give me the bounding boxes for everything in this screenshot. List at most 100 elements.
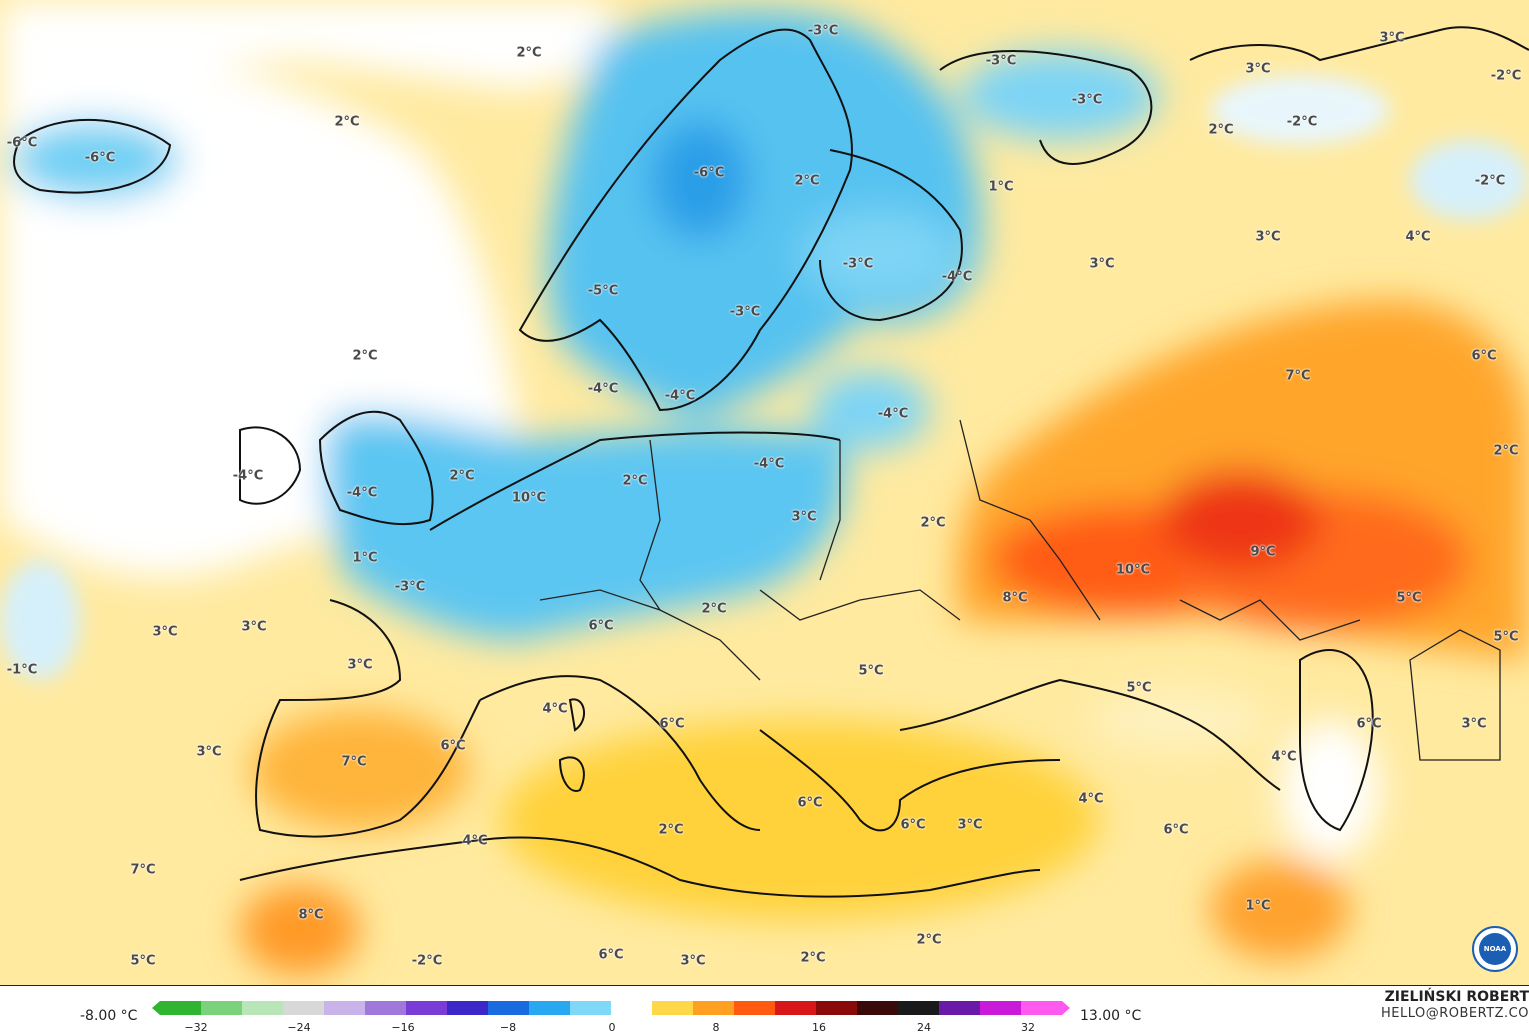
scale-segment bbox=[365, 1001, 407, 1015]
temperature-label: 3°C bbox=[196, 744, 222, 760]
temperature-label: 3°C bbox=[791, 509, 817, 525]
temperature-label: 6°C bbox=[1471, 348, 1497, 364]
temperature-label: -6°C bbox=[693, 165, 725, 181]
legend-min-label: -8.00 °C bbox=[80, 1008, 138, 1024]
scale-tick-label: −32 bbox=[184, 1021, 208, 1034]
temperature-label: 3°C bbox=[1379, 30, 1405, 46]
temperature-label: 5°C bbox=[1493, 629, 1519, 645]
temperature-label: 5°C bbox=[1126, 680, 1152, 696]
scale-tick-label: 8 bbox=[712, 1021, 720, 1034]
temperature-label: -4°C bbox=[346, 485, 378, 501]
temperature-label: 2°C bbox=[516, 45, 542, 61]
scale-segment bbox=[939, 1001, 981, 1015]
temperature-label: 5°C bbox=[130, 953, 156, 969]
scale-segment bbox=[447, 1001, 489, 1015]
temperature-label: 6°C bbox=[440, 738, 466, 754]
temperature-label: 5°C bbox=[858, 663, 884, 679]
temperature-label: 7°C bbox=[341, 754, 367, 770]
scale-segment bbox=[570, 1001, 612, 1015]
temperature-label: -2°C bbox=[1490, 68, 1522, 84]
temperature-label: 3°C bbox=[957, 817, 983, 833]
temperature-label: 4°C bbox=[1078, 791, 1104, 807]
scale-segment bbox=[488, 1001, 530, 1015]
temperature-label: -3°C bbox=[729, 304, 761, 320]
temperature-label: 3°C bbox=[152, 624, 178, 640]
scale-arrow-right bbox=[1062, 1001, 1070, 1015]
temperature-label: 6°C bbox=[900, 817, 926, 833]
temperature-label: -4°C bbox=[664, 388, 696, 404]
temperature-label: -2°C bbox=[1286, 114, 1318, 130]
temperature-label: 4°C bbox=[1271, 749, 1297, 765]
temperature-label: 6°C bbox=[598, 947, 624, 963]
author-name: ZIELIŃSKI ROBERT bbox=[1384, 989, 1529, 1005]
scale-tick-label: −8 bbox=[499, 1021, 517, 1034]
scale-segment bbox=[652, 1001, 694, 1015]
temperature-label: -4°C bbox=[587, 381, 619, 397]
temperature-label: 3°C bbox=[680, 953, 706, 969]
temperature-label: 2°C bbox=[800, 950, 826, 966]
temperature-label: 4°C bbox=[1405, 229, 1431, 245]
temperature-label: 2°C bbox=[622, 473, 648, 489]
temperature-label: -2°C bbox=[1474, 173, 1506, 189]
temperature-label: 2°C bbox=[1208, 122, 1234, 138]
temperature-label: 2°C bbox=[449, 468, 475, 484]
temperature-label: 3°C bbox=[1245, 61, 1271, 77]
temperature-label: -4°C bbox=[941, 269, 973, 285]
temperature-label: 6°C bbox=[1356, 716, 1382, 732]
scale-segment bbox=[406, 1001, 448, 1015]
scale-segment bbox=[898, 1001, 940, 1015]
coastlines bbox=[13, 26, 1529, 898]
temperature-label: 2°C bbox=[701, 601, 727, 617]
scale-tick-label: −16 bbox=[391, 1021, 415, 1034]
temperature-label: 6°C bbox=[1163, 822, 1189, 838]
temperature-label: -4°C bbox=[877, 406, 909, 422]
temperature-label: 2°C bbox=[658, 822, 684, 838]
temperature-label: 1°C bbox=[352, 550, 378, 566]
temperature-label: -3°C bbox=[394, 579, 426, 595]
scale-segment bbox=[324, 1001, 366, 1015]
temperature-label: 10°C bbox=[511, 490, 547, 506]
temperature-label: -3°C bbox=[1071, 92, 1103, 108]
temperature-label: 4°C bbox=[542, 701, 568, 717]
temperature-label: 10°C bbox=[1115, 562, 1151, 578]
scale-segment bbox=[1021, 1001, 1063, 1015]
temperature-label: 3°C bbox=[1461, 716, 1487, 732]
temperature-label: -4°C bbox=[753, 456, 785, 472]
temperature-label: 7°C bbox=[130, 862, 156, 878]
color-scale bbox=[152, 1000, 1070, 1015]
borders bbox=[539, 419, 1501, 761]
temperature-label: 6°C bbox=[659, 716, 685, 732]
temperature-field bbox=[0, 0, 1529, 975]
color-scale-svg bbox=[152, 1001, 1070, 1015]
temperature-label: 5°C bbox=[1396, 590, 1422, 606]
temperature-label: -3°C bbox=[807, 23, 839, 39]
temperature-label: 6°C bbox=[797, 795, 823, 811]
temperature-label: 3°C bbox=[1089, 256, 1115, 272]
scale-segment bbox=[201, 1001, 243, 1015]
scale-tick-label: 32 bbox=[1021, 1021, 1035, 1034]
legend-bar: -8.00 °C −32 −24 −16 −8 0 8 16 24 32 13.00 °C ZI… bbox=[0, 985, 1529, 1036]
scale-arrow-left bbox=[152, 1001, 160, 1015]
temperature-label: 3°C bbox=[1255, 229, 1281, 245]
temperature-label: -5°C bbox=[587, 283, 619, 299]
map-canvas bbox=[0, 0, 1529, 985]
scale-segment bbox=[734, 1001, 776, 1015]
scale-segment bbox=[611, 1001, 653, 1015]
temperature-label: 7°C bbox=[1285, 368, 1311, 384]
temperature-label: 2°C bbox=[794, 173, 820, 189]
temperature-label: 2°C bbox=[352, 348, 378, 364]
temperature-label: -1°C bbox=[6, 662, 38, 678]
scale-tick-label: −24 bbox=[287, 1021, 311, 1034]
temperature-label: 1°C bbox=[988, 179, 1014, 195]
temperature-label: 2°C bbox=[1493, 443, 1519, 459]
scale-segment bbox=[775, 1001, 817, 1015]
temperature-label: -6°C bbox=[6, 135, 38, 151]
noaa-logo: NOAA bbox=[1472, 926, 1518, 972]
scale-segment bbox=[693, 1001, 735, 1015]
scale-segment bbox=[816, 1001, 858, 1015]
temperature-label: -2°C bbox=[411, 953, 443, 969]
temperature-label: 9°C bbox=[1250, 544, 1276, 560]
scale-segment bbox=[242, 1001, 284, 1015]
temperature-label: 8°C bbox=[298, 907, 324, 923]
temperature-label: 2°C bbox=[920, 515, 946, 531]
